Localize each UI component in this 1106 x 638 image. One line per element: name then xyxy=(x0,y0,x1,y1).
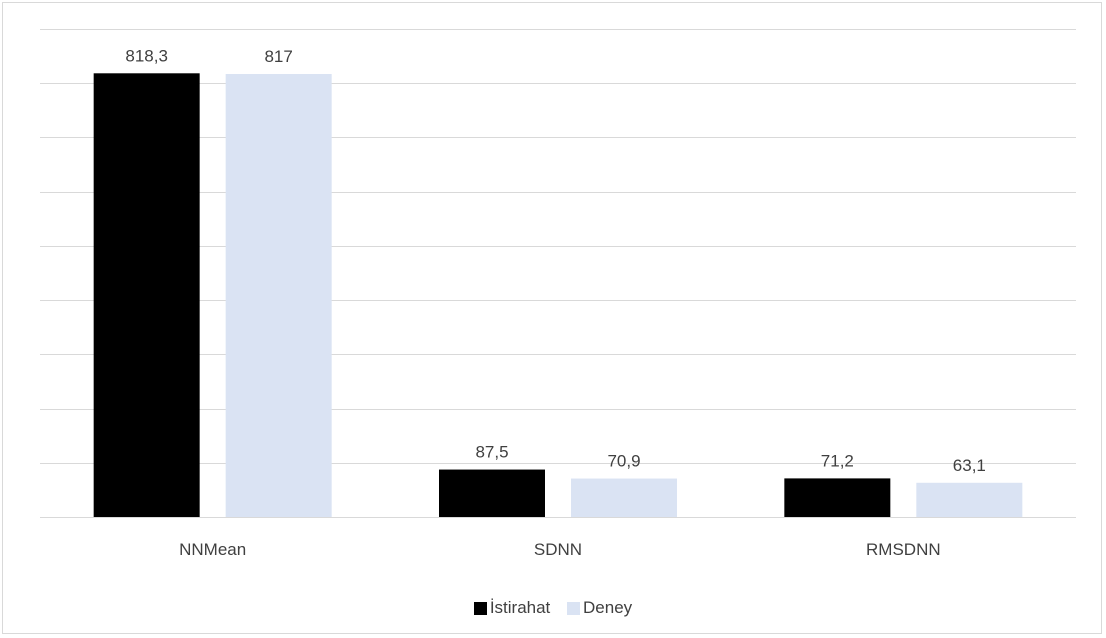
data-label: 817 xyxy=(264,47,292,66)
bar-rmsdnn-deney xyxy=(916,482,1023,517)
category-label: SDNN xyxy=(534,540,582,559)
bar-sdnn-deney xyxy=(571,478,677,517)
legend-swatch-deney xyxy=(567,601,581,615)
data-label: 70,9 xyxy=(607,452,640,471)
bars xyxy=(93,73,1023,517)
category-label: NNMean xyxy=(179,540,246,559)
legend-label-istirahat: İstirahat xyxy=(489,598,551,617)
gridlines xyxy=(40,29,1076,464)
data-label: 71,2 xyxy=(821,451,854,470)
legend-label-deney: Deney xyxy=(583,598,633,617)
data-label: 87,5 xyxy=(475,443,508,462)
legend-entry-deney: Deney xyxy=(567,598,632,618)
bar-nnmean-istirahat xyxy=(93,73,200,517)
data-label: 63,1 xyxy=(953,456,986,475)
category-labels: NNMean SDNN RMSDNN xyxy=(179,540,941,559)
bar-nnmean-deney xyxy=(225,74,332,517)
legend-entry-istirahat: İstirahat xyxy=(473,598,551,618)
data-label: 818,3 xyxy=(125,46,168,65)
legend: İstirahat Deney xyxy=(0,598,1106,620)
bar-sdnn-istirahat xyxy=(439,469,545,517)
category-label: RMSDNN xyxy=(866,540,941,559)
bar-rmsdnn-istirahat xyxy=(784,478,891,517)
legend-swatch-istirahat xyxy=(473,601,487,615)
data-labels: 818,3 817 87,5 70,9 71,2 63,1 xyxy=(125,46,985,474)
